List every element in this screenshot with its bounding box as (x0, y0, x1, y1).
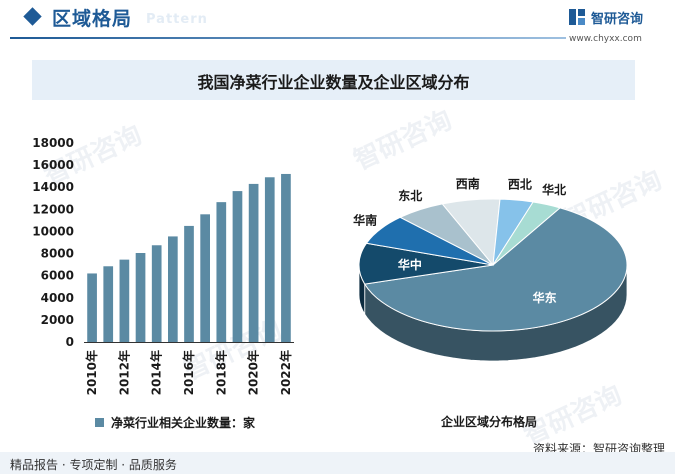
y-tick-label: 14000 (32, 180, 74, 194)
x-tick-label: 2020年 (246, 350, 261, 395)
bar (103, 266, 114, 342)
y-tick-label: 10000 (32, 224, 74, 238)
pie-slice (358, 242, 494, 285)
section-header: 区域格局 Pattern 智研咨询 www.chyxx.com (0, 0, 675, 44)
bar-legend: 净菜行业相关企业数量：家 (95, 414, 255, 431)
bar (135, 253, 146, 342)
brand-url: www.chyxx.com (569, 34, 642, 44)
pie-chart: 华东 华中 华南 东北 西南 西北 华北 (353, 176, 628, 362)
pie-slice-label: 东北 (398, 188, 422, 203)
pie-slice (492, 201, 562, 266)
bar (87, 273, 97, 342)
y-tick-label: 18000 (32, 136, 74, 150)
footer-tagline: 精品报告 · 专项定制 · 品质服务 (10, 458, 177, 472)
bar (168, 236, 178, 342)
y-tick-label: 6000 (41, 269, 74, 283)
brand-logo-icon (569, 9, 585, 25)
footer-band: 精品报告 · 专项定制 · 品质服务 (0, 452, 675, 474)
x-tick-label: 2018年 (213, 350, 228, 395)
y-tick-label: 2000 (41, 313, 74, 327)
y-tick-label: 8000 (41, 247, 74, 261)
x-tick-label: 2016年 (181, 350, 196, 395)
y-tick-label: 12000 (32, 202, 74, 216)
section-title: 区域格局 (52, 8, 133, 30)
x-tick-label: 2010年 (84, 350, 99, 395)
brand-name: 智研咨询 (591, 12, 644, 27)
x-tick-label: 2012年 (116, 350, 131, 395)
chart-title-box: 我国净菜行业企业数量及企业区域分布 (32, 60, 635, 100)
bar (184, 225, 194, 342)
legend-swatch (95, 418, 104, 427)
bar-chart: 0 2000 4000 6000 8000 10000 12000 14000 16000 180… (32, 136, 294, 395)
x-tick-label: 2022年 (278, 350, 293, 395)
diamond-icon (23, 7, 42, 26)
bar (200, 214, 210, 342)
bar (232, 191, 243, 342)
bar (216, 202, 227, 342)
pie-slice (363, 207, 628, 332)
bar (264, 177, 275, 342)
y-tick-label: 0 (66, 335, 74, 349)
pie-slice-label: 西北 (508, 176, 532, 191)
bar (119, 259, 130, 342)
y-tick-label: 16000 (32, 158, 74, 172)
pie-slice-label: 西南 (456, 176, 480, 191)
pie-slice-label: 华南 (353, 213, 377, 228)
header-divider (10, 37, 566, 39)
bar (248, 183, 259, 342)
y-tick-label: 4000 (41, 291, 74, 305)
pie-slice-label: 华中 (398, 257, 422, 272)
pie-slice-label: 华东 (533, 290, 557, 305)
bar (281, 173, 291, 342)
section-subtitle: Pattern (146, 12, 208, 27)
legend-label: 净菜行业相关企业数量：家 (111, 416, 256, 430)
x-tick-label: 2014年 (149, 350, 164, 395)
bar (151, 245, 162, 342)
chart-title: 我国净菜行业企业数量及企业区域分布 (197, 73, 470, 92)
pie-slice-label: 华北 (542, 182, 566, 197)
pie-caption: 企业区域分布格局 (441, 415, 538, 429)
